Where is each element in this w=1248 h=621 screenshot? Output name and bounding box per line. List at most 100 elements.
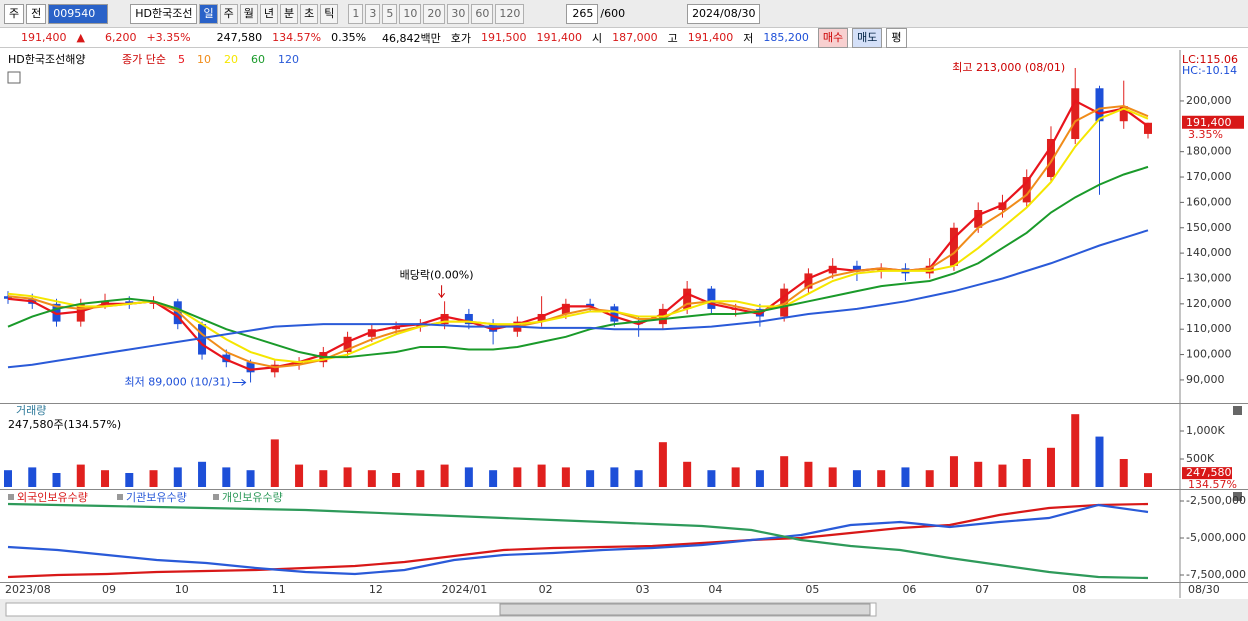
x-tick-label: 03 [636, 583, 650, 596]
quote-bar: 191,400 ▲ 6,200 +3.35% 247,580 134.57% 0.35% 46… [0, 27, 1248, 48]
candle-body [852, 265, 861, 271]
candle-body [828, 265, 837, 274]
min-arrow [232, 379, 247, 386]
price-label-box [1182, 115, 1244, 129]
candle-body [198, 324, 207, 355]
y-tick-label: 1,000K [1186, 424, 1225, 437]
close-icon[interactable] [1233, 492, 1242, 501]
x-tick-label: 11 [272, 583, 286, 596]
x-tick-label: 2023/08 [5, 583, 51, 596]
pct-label: 3.35% [1188, 128, 1223, 141]
dividend-annotation: 배당락(0.00%) [400, 268, 474, 281]
period-button[interactable]: 틱 [320, 3, 339, 24]
x-tick-label: 07 [975, 583, 989, 596]
candle-body [586, 303, 595, 307]
quote-open-label: 시 [592, 31, 603, 45]
interval-button[interactable]: 30 [447, 3, 470, 24]
quote-amount: 46,842백만 [382, 31, 441, 45]
y-tick-label: 130,000 [1186, 271, 1232, 284]
x-tick-label: 2024/01 [442, 583, 488, 596]
period-button[interactable]: 분 [279, 3, 299, 24]
period-button[interactable]: 년 [259, 3, 278, 24]
y-tick-label: 160,000 [1186, 195, 1232, 208]
volume-bar [416, 470, 425, 487]
volume-bar [4, 470, 12, 487]
candle-body [707, 288, 716, 309]
candle-body [1071, 88, 1080, 139]
interval-button[interactable]: 10 [399, 3, 422, 24]
quote-bid: 191,400 [536, 31, 583, 44]
volume-bar [513, 467, 522, 487]
grid-icon[interactable] [7, 71, 21, 84]
legend-entry: 20 [224, 53, 238, 66]
holding-line [7, 503, 1149, 576]
interval-button[interactable]: 1 [348, 3, 364, 24]
name[interactable]: HD한국조선 [130, 3, 198, 24]
interval-button[interactable]: 20 [423, 3, 446, 24]
prev[interactable]: 전 [26, 3, 47, 24]
quote-high: 191,400 [687, 31, 734, 44]
candle-body [949, 227, 958, 266]
dividend-arrow [438, 285, 445, 299]
volume-bar [949, 456, 958, 487]
y-tick-label: 100,000 [1186, 348, 1232, 361]
max-count: /600 [600, 7, 626, 20]
ma-line [7, 104, 1149, 369]
date[interactable]: 2024/08/30 [687, 3, 761, 24]
quote-low: 185,200 [763, 31, 809, 44]
min-annotation: 최저 89,000 (10/31) [125, 375, 231, 388]
x-tick-label: 04 [708, 583, 722, 596]
volume-bar [367, 470, 376, 487]
candle-body [440, 313, 449, 325]
candle-body [610, 306, 619, 322]
close-icon[interactable] [1233, 406, 1242, 415]
legend-entry: 기관보유수량 [126, 491, 187, 504]
code[interactable]: 009540 [48, 3, 109, 24]
volume-bar [52, 472, 61, 487]
volume-bar [537, 464, 546, 487]
candle-body [561, 303, 570, 314]
x-tick-label: 10 [175, 583, 189, 596]
sell-button[interactable]: 매도 [852, 27, 883, 48]
interval-button[interactable]: 5 [382, 3, 398, 24]
volume-bar [658, 442, 667, 487]
ma-line [7, 165, 1149, 359]
volume-bar [1144, 473, 1152, 487]
quote-ask: 191,500 [481, 31, 527, 44]
y-tick-label: -7,500,000 [1186, 568, 1246, 581]
max-annotation: 최고 213,000 (08/01) [952, 61, 1065, 74]
interval-button[interactable]: 120 [495, 3, 525, 24]
interval-button[interactable]: 60 [471, 3, 494, 24]
interval-button[interactable]: 3 [365, 3, 381, 24]
volume-bar [270, 439, 279, 487]
volume-bar [125, 472, 134, 487]
candle-body [683, 288, 692, 309]
volume-bar [780, 456, 789, 487]
y-tick-label: 140,000 [1186, 246, 1232, 259]
volume-bar [198, 461, 207, 487]
candle-body [925, 265, 934, 274]
period-button[interactable]: 주 [219, 3, 238, 24]
candle-body [4, 296, 12, 299]
period-button[interactable]: 일 [199, 3, 218, 24]
avg-button[interactable]: 평 [886, 27, 907, 48]
market[interactable]: 주 [4, 3, 25, 24]
candle-body [634, 321, 643, 325]
candle-body [537, 313, 546, 322]
volume-bar [561, 467, 570, 487]
candle-body [101, 301, 110, 304]
quote-change-pct: +3.35% [146, 31, 191, 44]
volume-bar [731, 467, 740, 487]
volume-bar [440, 464, 449, 487]
quote-bid-ask-label: 호가 [450, 31, 472, 45]
y-tick-label: -5,000,000 [1186, 531, 1246, 544]
scroll-thumb[interactable] [499, 603, 871, 616]
y-tick-label: 180,000 [1186, 145, 1232, 158]
candle-body [1046, 138, 1055, 178]
count[interactable]: 265 [566, 3, 599, 24]
period-button[interactable]: 월 [239, 3, 258, 24]
period-button[interactable]: 초 [300, 3, 319, 24]
legend-entry: 개인보유수량 [222, 491, 283, 504]
candle-body [52, 303, 61, 322]
buy-button[interactable]: 매수 [817, 27, 849, 48]
